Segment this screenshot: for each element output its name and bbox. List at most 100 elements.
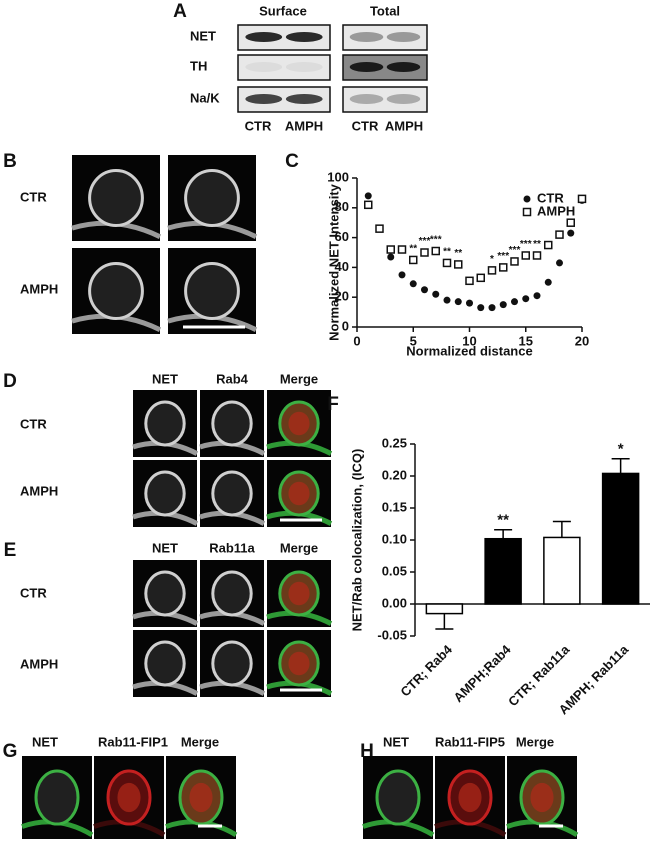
row-label: AMPH (20, 656, 58, 671)
error-bar (552, 520, 571, 538)
point (364, 200, 373, 210)
point (375, 224, 384, 233)
cell-core (117, 782, 141, 813)
band (386, 32, 421, 42)
point (487, 266, 497, 275)
y-axis-label: Normalized NET Intensity (326, 183, 341, 341)
cell-core (288, 581, 310, 606)
cell-core (530, 782, 554, 813)
point (476, 273, 485, 283)
column-label: AMPH (385, 118, 423, 133)
row-label: CTR (20, 416, 47, 431)
point (466, 299, 473, 307)
x-tick-label: 15 (519, 333, 533, 348)
cell-core (288, 481, 310, 506)
error-bar (494, 529, 513, 539)
y-tick-label: 40 (335, 259, 349, 274)
y-tick-label: 0.15 (382, 499, 407, 514)
column-label: NET (152, 371, 178, 386)
cell (144, 470, 186, 517)
cell (144, 570, 186, 617)
legend-label: CTR (537, 190, 564, 205)
point (364, 192, 372, 200)
significance: ** (409, 244, 417, 255)
panel-label: A (173, 1, 187, 22)
point (387, 253, 395, 261)
point (421, 286, 428, 294)
point (420, 248, 429, 257)
y-tick-label: 0.10 (382, 531, 407, 546)
row-label: TH (190, 58, 207, 73)
error-bar (611, 457, 630, 474)
cell (34, 769, 80, 826)
point (511, 298, 518, 306)
point (499, 263, 508, 272)
x-tick-label: 10 (462, 333, 476, 348)
point (567, 229, 575, 237)
panel-label: B (3, 151, 17, 172)
point (566, 218, 575, 227)
row-label: NET (190, 28, 216, 43)
band (285, 62, 323, 72)
cell (144, 640, 186, 687)
band (285, 32, 323, 42)
significance: * (618, 441, 624, 458)
panel-label: C (285, 151, 299, 172)
band (349, 62, 384, 72)
significance: ** (533, 239, 541, 250)
column-label: Merge (280, 540, 318, 555)
band (245, 94, 283, 104)
row-label: CTR (20, 585, 47, 600)
point (556, 259, 563, 267)
cell-core (189, 782, 213, 813)
point (454, 260, 463, 269)
point (477, 304, 485, 312)
row-label: AMPH (20, 483, 58, 498)
row-label: CTR (20, 189, 47, 204)
x-tick-label: 5 (410, 333, 417, 348)
column-label: Merge (181, 734, 219, 749)
point (386, 245, 395, 254)
y-tick-label: -0.05 (377, 627, 407, 642)
x-tick-label: CTR; Rab4 (397, 641, 455, 699)
y-tick-label: 60 (335, 229, 349, 244)
y-tick-label: 0 (342, 318, 349, 333)
x-tick-label: 0 (353, 333, 360, 348)
significance: *** (419, 236, 431, 247)
point (409, 255, 418, 265)
x-tick-label: 20 (575, 333, 589, 348)
panel-label: D (3, 371, 17, 392)
row-label: Na/K (190, 90, 220, 105)
point (432, 290, 440, 298)
cell (184, 261, 240, 321)
point (443, 296, 451, 304)
error-bar (435, 613, 454, 630)
y-tick-label: 20 (335, 289, 349, 304)
band (349, 94, 384, 104)
band (386, 62, 421, 72)
point (409, 280, 417, 288)
significance: *** (497, 251, 509, 262)
legend-marker (523, 195, 531, 203)
row-label: AMPH (20, 281, 58, 296)
y-tick-label: 0.25 (382, 435, 407, 450)
column-label: NET (383, 734, 409, 749)
band (386, 94, 421, 104)
column-label: NET (32, 734, 58, 749)
bar (425, 603, 464, 615)
significance: ** (497, 512, 509, 529)
column-label: Rab11-FIP1 (98, 734, 168, 749)
cell (211, 400, 253, 447)
point (577, 194, 587, 204)
cell (88, 168, 144, 228)
bar (543, 536, 581, 605)
cell (184, 168, 240, 228)
panel-label: F (327, 394, 339, 415)
cell (375, 769, 421, 826)
column-label: Merge (280, 371, 318, 386)
significance: ** (443, 247, 451, 258)
point (454, 298, 462, 306)
x-tick-label: AMPH;Rab4 (450, 641, 514, 705)
cell-core (458, 782, 482, 813)
